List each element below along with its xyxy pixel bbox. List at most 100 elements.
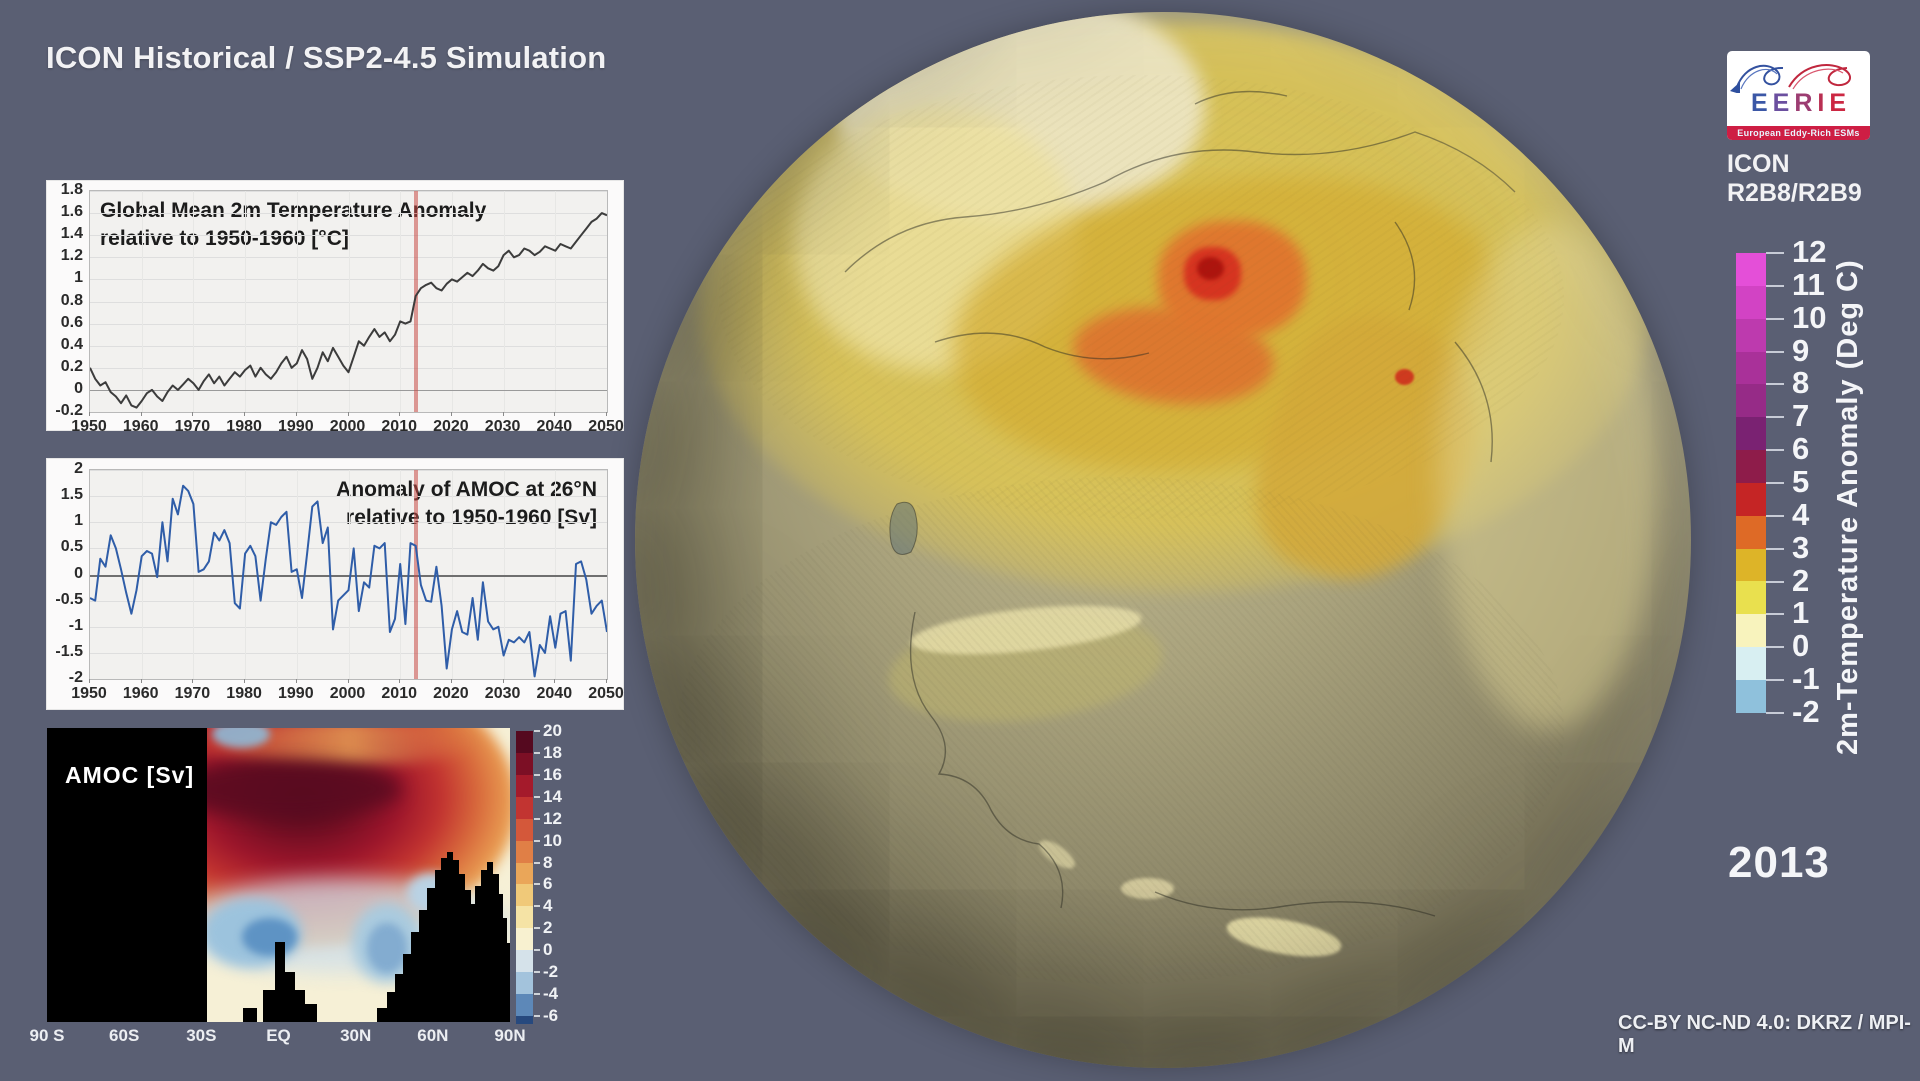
colorbar-segment <box>516 818 533 841</box>
temp-chart-title-line2: relative to 1950-1960 [°C] <box>100 227 349 251</box>
temp-colorbar-tick-label: 1 <box>1792 595 1810 631</box>
colorbar-tick <box>534 905 540 908</box>
globe-red-spot-okhotsk <box>1395 368 1415 385</box>
colorbar-tick-label: 8 <box>543 852 553 872</box>
y-tick-label: 0.6 <box>60 313 83 331</box>
colorbar-tick <box>534 1015 540 1017</box>
x-tick-label: 1990 <box>278 685 314 702</box>
colorbar-tick-label: 18 <box>543 742 562 762</box>
amoc-x-tick-label: 90N <box>494 1026 526 1045</box>
colorbar-segment <box>516 862 533 885</box>
temp-colorbar-tick <box>1766 482 1784 484</box>
globe-darkred-anomaly-spot <box>1196 256 1225 281</box>
temp-chart-title: Global Mean 2m Temperature Anomaly relat… <box>100 197 486 254</box>
amoc-x-tick-label: 30N <box>340 1026 372 1045</box>
temperature-colorbar-title: 2m-Temperature Anomaly (Deg C) <box>1832 259 1864 755</box>
chart-amoc-anomaly: Anomaly of AMOC at 26°N relative to 1950… <box>46 458 624 710</box>
amoc-chart-title-line2: relative to 1950-1960 [Sv] <box>346 506 597 530</box>
x-tick-mark <box>244 412 246 416</box>
x-tick-label: 1960 <box>122 418 159 435</box>
x-tick-mark <box>399 679 401 683</box>
y-tick-label: 0.8 <box>60 291 83 309</box>
temp-colorbar-tick <box>1766 383 1784 386</box>
x-tick-label: 2050 <box>588 418 624 435</box>
gridline <box>400 191 402 412</box>
x-tick-mark <box>295 679 297 683</box>
temp-colorbar-tick <box>1766 514 1784 517</box>
data-series-line <box>90 484 607 678</box>
gridline <box>193 191 195 412</box>
colorbar-tick-label: 4 <box>543 896 553 916</box>
temp-colorbar-tick-label: 10 <box>1792 299 1827 335</box>
temp-colorbar-tick <box>1766 712 1784 714</box>
x-tick-mark <box>140 679 142 683</box>
amoc-bathymetry-silhouette <box>243 852 510 1022</box>
y-tick-label: -0.5 <box>55 590 83 608</box>
temp-colorbar-tick-label: -2 <box>1792 694 1820 729</box>
x-tick-label: 2030 <box>484 418 521 435</box>
temperature-colorbar <box>1736 253 1766 713</box>
page-title: ICON Historical / SSP2-4.5 Simulation <box>46 40 607 75</box>
eerie-logo-letter: I <box>1817 89 1825 117</box>
temp-colorbar-tick-label: 12 <box>1792 234 1827 269</box>
temp-colorbar-segment <box>1736 384 1766 418</box>
colorbar-tick-label: 10 <box>543 830 562 850</box>
y-tick-label: -1.5 <box>55 642 83 660</box>
gridline <box>245 191 247 412</box>
amoc-chart-title: Anomaly of AMOC at 26°N relative to 1950… <box>336 476 597 533</box>
x-tick-label: 1960 <box>122 685 159 702</box>
globe-temperature-anomaly-map <box>635 12 1691 1068</box>
amoc-section-colorbar <box>516 731 533 1024</box>
y-tick-label: 1 <box>74 269 83 287</box>
temp-colorbar-tick-label: 9 <box>1792 332 1810 368</box>
globe-relief-texture-south <box>677 476 1565 984</box>
gridline <box>90 679 607 680</box>
temp-colorbar-tick-label: 6 <box>1792 431 1810 467</box>
temp-colorbar-tick <box>1766 580 1784 583</box>
x-tick-mark <box>450 679 452 683</box>
current-year-marker <box>413 191 418 412</box>
temp-colorbar-tick <box>1766 317 1784 320</box>
temp-colorbar-tick-label: 2 <box>1792 562 1810 598</box>
temp-colorbar-segment <box>1736 482 1766 516</box>
colorbar-tick <box>534 993 540 996</box>
colorbar-tick <box>534 773 540 776</box>
temp-colorbar-segment <box>1736 417 1766 451</box>
gridline <box>451 191 453 412</box>
y-tick-label: 1.6 <box>60 203 83 221</box>
temp-colorbar-tick <box>1766 350 1784 353</box>
gridline <box>141 191 143 412</box>
x-tick-label: 2030 <box>484 685 521 702</box>
temp-chart-title-line1: Global Mean 2m Temperature Anomaly <box>100 199 487 222</box>
x-tick-mark <box>554 412 556 416</box>
colorbar-tick-label: 14 <box>543 786 562 806</box>
x-tick-label: 1950 <box>71 418 107 435</box>
x-tick-label: 2010 <box>381 685 417 702</box>
amoc-x-tick-label: EQ <box>266 1026 291 1045</box>
y-tick-label: -0.2 <box>55 402 83 419</box>
y-tick-label: -2 <box>68 669 83 686</box>
x-tick-label: 1980 <box>226 685 262 702</box>
x-tick-label: 2010 <box>381 418 417 435</box>
x-tick-label: 1950 <box>71 685 107 702</box>
temp-colorbar-tick-label: -1 <box>1792 661 1820 697</box>
amoc-chart-title-line1: Anomaly of AMOC at 26°N <box>336 478 597 501</box>
eerie-logo-letter: E <box>1772 89 1790 117</box>
x-tick-label: 1990 <box>278 418 314 435</box>
y-tick-label: 1.2 <box>60 247 83 265</box>
colorbar-belowrange-cap <box>516 1015 533 1024</box>
temp-colorbar-segment <box>1736 548 1766 582</box>
x-tick-mark <box>347 679 349 683</box>
colorbar-tick-label: 0 <box>543 940 553 960</box>
x-tick-mark <box>554 679 556 683</box>
x-tick-label: 2000 <box>329 418 366 435</box>
temp-colorbar-tick <box>1766 547 1784 550</box>
x-tick-label: 1980 <box>226 418 262 435</box>
colorbar-tick <box>534 861 540 864</box>
globe-coastline-overlay <box>844 90 1516 917</box>
temp-colorbar-segment <box>1736 515 1766 549</box>
x-tick-mark <box>295 412 297 416</box>
amoc-x-tick-label: 30S <box>186 1026 217 1045</box>
temp-colorbar-segment <box>1736 450 1766 483</box>
